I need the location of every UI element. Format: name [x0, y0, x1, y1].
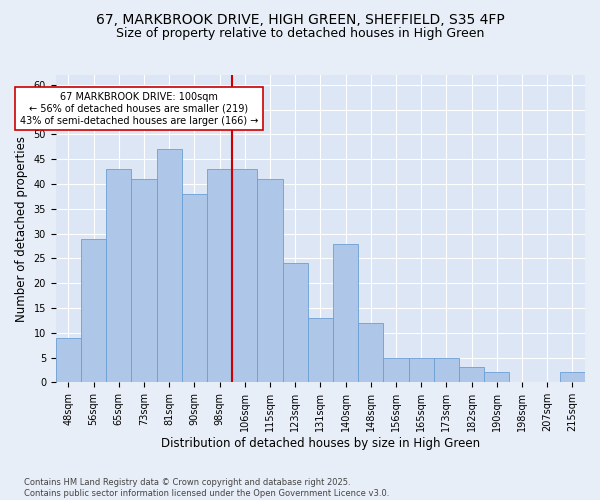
- Bar: [484, 372, 509, 382]
- Bar: [409, 358, 434, 382]
- Bar: [257, 179, 283, 382]
- Bar: [106, 169, 131, 382]
- Bar: [358, 323, 383, 382]
- Bar: [333, 244, 358, 382]
- Bar: [157, 150, 182, 382]
- Y-axis label: Number of detached properties: Number of detached properties: [15, 136, 28, 322]
- Bar: [308, 318, 333, 382]
- Bar: [182, 194, 207, 382]
- Bar: [434, 358, 459, 382]
- Bar: [232, 169, 257, 382]
- Bar: [283, 264, 308, 382]
- X-axis label: Distribution of detached houses by size in High Green: Distribution of detached houses by size …: [161, 437, 480, 450]
- Bar: [459, 368, 484, 382]
- Bar: [383, 358, 409, 382]
- Text: 67 MARKBROOK DRIVE: 100sqm
← 56% of detached houses are smaller (219)
43% of sem: 67 MARKBROOK DRIVE: 100sqm ← 56% of deta…: [20, 92, 258, 126]
- Bar: [81, 238, 106, 382]
- Text: Contains HM Land Registry data © Crown copyright and database right 2025.
Contai: Contains HM Land Registry data © Crown c…: [24, 478, 389, 498]
- Bar: [207, 169, 232, 382]
- Text: 67, MARKBROOK DRIVE, HIGH GREEN, SHEFFIELD, S35 4FP: 67, MARKBROOK DRIVE, HIGH GREEN, SHEFFIE…: [95, 12, 505, 26]
- Bar: [560, 372, 585, 382]
- Text: Size of property relative to detached houses in High Green: Size of property relative to detached ho…: [116, 28, 484, 40]
- Bar: [56, 338, 81, 382]
- Bar: [131, 179, 157, 382]
